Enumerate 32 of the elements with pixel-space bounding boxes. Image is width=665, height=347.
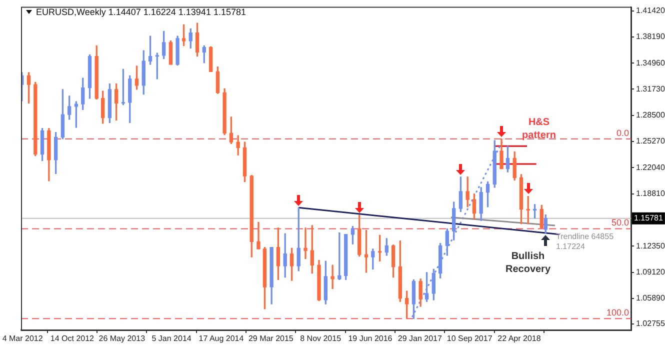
annotation: 50.0 bbox=[611, 218, 629, 228]
y-tick-label: 1.34960 bbox=[636, 58, 665, 68]
x-tick-label: 5 Jan 2014 bbox=[152, 334, 192, 344]
y-tick-label: 1.09120 bbox=[636, 267, 665, 276]
x-tick-label: 19 Jun 2016 bbox=[348, 334, 393, 344]
annotation: Bullish Recovery bbox=[504, 251, 552, 276]
annotation: 0.0 bbox=[616, 128, 629, 138]
x-tick-label: 22 Apr 2018 bbox=[498, 334, 542, 344]
y-tick-label: 1.02755 bbox=[636, 319, 665, 328]
x-tick-label: 14 Oct 2012 bbox=[50, 334, 95, 344]
y-tick-label: 1.31730 bbox=[636, 84, 665, 94]
x-tick-label: 29 Mar 2015 bbox=[248, 334, 294, 344]
annotation: 1.17224 bbox=[556, 242, 586, 252]
annotation: H&S pattern bbox=[521, 117, 557, 142]
x-tick-label: 4 Mar 2012 bbox=[2, 334, 44, 344]
y-tick-label: 1.12350 bbox=[636, 241, 665, 250]
y-tick-label: 1.38190 bbox=[636, 32, 665, 42]
y-tick-label: 1.41420 bbox=[636, 6, 665, 15]
x-tick-label: 26 May 2013 bbox=[98, 334, 146, 344]
y-tick-label: 1.28500 bbox=[636, 110, 665, 120]
annotation: Trendline 64855 bbox=[556, 232, 615, 242]
x-tick-label: 8 Nov 2015 bbox=[300, 334, 342, 344]
y-tick-label: 1.22040 bbox=[636, 162, 665, 172]
y-tick-label: 1.18810 bbox=[636, 189, 665, 198]
x-tick-label: 17 Aug 2014 bbox=[198, 334, 244, 344]
annotation: 100.0 bbox=[606, 308, 629, 318]
y-tick-label: 1.05890 bbox=[636, 294, 665, 303]
chart-title: EURUSD,Weekly 1.14407 1.16224 1.13941 1.15781 bbox=[36, 7, 246, 17]
ref-line-label: 1.15781 bbox=[634, 214, 664, 223]
y-tick-label: 1.25270 bbox=[636, 136, 665, 146]
x-tick-label: 10 Sep 2017 bbox=[446, 334, 493, 344]
x-tick-label: 29 Jan 2017 bbox=[398, 334, 442, 344]
